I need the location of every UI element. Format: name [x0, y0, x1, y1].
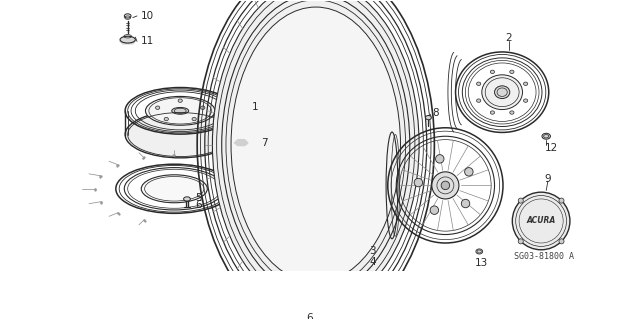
- Ellipse shape: [477, 82, 481, 85]
- Ellipse shape: [490, 111, 495, 114]
- Ellipse shape: [145, 96, 215, 125]
- Ellipse shape: [524, 99, 528, 102]
- Text: 5: 5: [195, 193, 202, 203]
- Circle shape: [518, 239, 524, 244]
- Text: ACURA: ACURA: [527, 217, 556, 226]
- Ellipse shape: [476, 249, 483, 254]
- Circle shape: [430, 206, 438, 214]
- Ellipse shape: [184, 197, 190, 201]
- Polygon shape: [120, 34, 135, 44]
- Ellipse shape: [477, 99, 481, 102]
- Ellipse shape: [156, 106, 160, 109]
- Circle shape: [512, 192, 570, 250]
- Ellipse shape: [490, 70, 495, 74]
- Text: 4: 4: [369, 257, 376, 267]
- Text: 8: 8: [432, 108, 438, 117]
- Ellipse shape: [212, 0, 419, 309]
- Ellipse shape: [178, 99, 182, 102]
- Ellipse shape: [124, 14, 131, 18]
- Text: SG03-81800 A: SG03-81800 A: [514, 252, 574, 261]
- Text: 2: 2: [506, 33, 512, 43]
- Circle shape: [414, 178, 422, 187]
- Circle shape: [559, 198, 564, 203]
- Text: 10: 10: [140, 11, 154, 21]
- Text: 6: 6: [195, 200, 202, 210]
- Ellipse shape: [524, 82, 528, 85]
- Text: 9: 9: [545, 174, 551, 184]
- Ellipse shape: [509, 70, 514, 74]
- Ellipse shape: [141, 175, 207, 203]
- Ellipse shape: [164, 117, 168, 121]
- Ellipse shape: [495, 86, 510, 99]
- Circle shape: [465, 167, 473, 176]
- Circle shape: [559, 239, 564, 244]
- Ellipse shape: [482, 75, 522, 109]
- Ellipse shape: [542, 133, 550, 139]
- Ellipse shape: [509, 111, 514, 114]
- Ellipse shape: [172, 108, 189, 114]
- Circle shape: [441, 181, 450, 189]
- Ellipse shape: [304, 301, 310, 305]
- Text: 7: 7: [262, 138, 268, 148]
- Ellipse shape: [201, 106, 205, 109]
- Text: 11: 11: [140, 36, 154, 46]
- Text: 1: 1: [252, 101, 258, 112]
- Text: 12: 12: [545, 143, 558, 153]
- Circle shape: [435, 155, 444, 163]
- Text: 3: 3: [369, 247, 376, 256]
- Circle shape: [461, 199, 470, 208]
- Ellipse shape: [231, 7, 401, 282]
- Ellipse shape: [426, 115, 431, 120]
- Ellipse shape: [125, 111, 236, 158]
- Circle shape: [518, 198, 524, 203]
- Polygon shape: [234, 140, 248, 145]
- Text: 13: 13: [474, 258, 488, 268]
- Text: 6: 6: [307, 313, 313, 319]
- Ellipse shape: [192, 117, 196, 121]
- Circle shape: [432, 172, 459, 199]
